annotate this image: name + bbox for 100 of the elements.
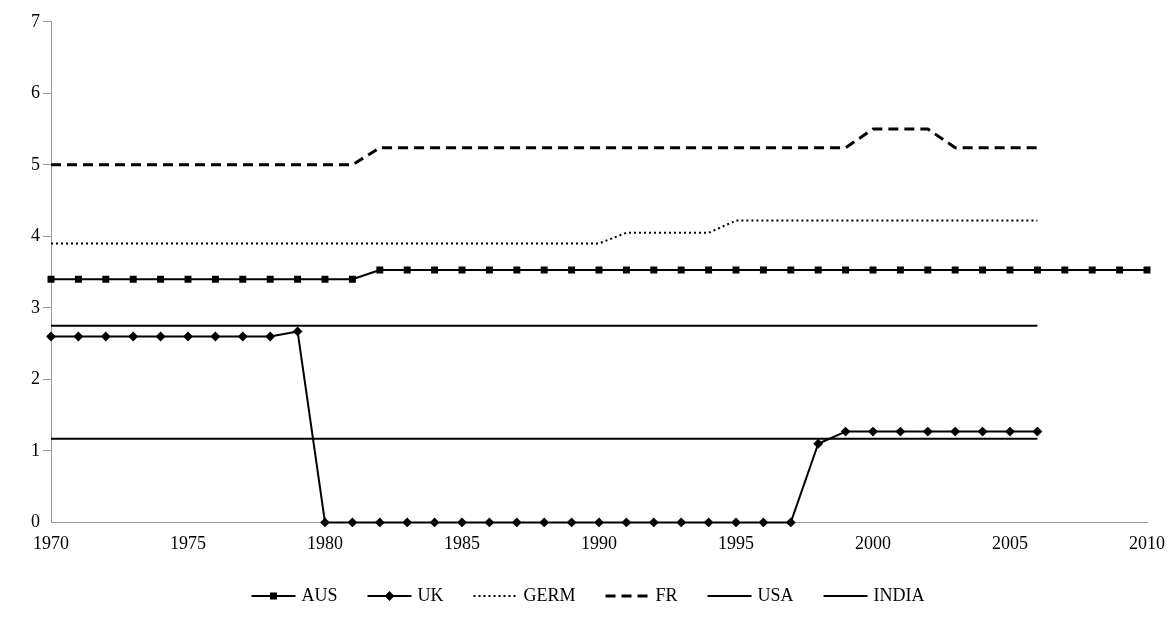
point: [457, 517, 467, 527]
point: [46, 331, 56, 341]
point: [1033, 266, 1041, 274]
point: [513, 266, 521, 274]
point: [759, 266, 767, 274]
point: [239, 275, 247, 283]
point: [73, 331, 83, 341]
point: [650, 266, 658, 274]
y-tick-label: 3: [31, 296, 40, 317]
point: [540, 266, 548, 274]
point: [842, 266, 850, 274]
point: [595, 266, 603, 274]
point: [539, 517, 549, 527]
legend-label: UK: [417, 584, 444, 605]
point: [731, 517, 741, 527]
point: [403, 266, 411, 274]
point: [704, 517, 714, 527]
legend-label: INDIA: [873, 584, 925, 605]
point: [568, 266, 576, 274]
point: [321, 275, 329, 283]
point: [157, 275, 165, 283]
point: [430, 517, 440, 527]
point: [431, 266, 439, 274]
point: [978, 427, 988, 437]
point: [786, 517, 796, 527]
x-tick-label: 2010: [1129, 532, 1165, 553]
x-tick-label: 1985: [444, 532, 480, 553]
x-tick-label: 1995: [718, 532, 754, 553]
point: [47, 275, 55, 283]
point: [594, 517, 604, 527]
y-tick-label: 4: [31, 225, 40, 246]
y-tick-label: 5: [31, 153, 40, 174]
point: [950, 427, 960, 437]
legend-label: AUS: [301, 584, 338, 605]
point: [841, 427, 851, 437]
point: [156, 331, 166, 341]
point: [265, 331, 275, 341]
point: [621, 517, 631, 527]
x-tick-label: 1980: [307, 532, 343, 553]
point: [732, 266, 740, 274]
point: [484, 517, 494, 527]
point: [869, 266, 877, 274]
point: [814, 266, 822, 274]
x-tick-label: 2005: [992, 532, 1028, 553]
point: [129, 275, 137, 283]
point: [74, 275, 82, 283]
point: [813, 439, 823, 449]
point: [1006, 266, 1014, 274]
point: [676, 517, 686, 527]
point: [320, 517, 330, 527]
x-tick-label: 1975: [170, 532, 206, 553]
point: [1088, 266, 1096, 274]
point: [979, 266, 987, 274]
point: [184, 275, 192, 283]
point: [210, 331, 220, 341]
point: [705, 266, 713, 274]
y-tick-label: 7: [31, 10, 40, 31]
point: [895, 427, 905, 437]
point: [787, 266, 795, 274]
legend-label: FR: [655, 584, 678, 605]
point: [347, 517, 357, 527]
point: [238, 331, 248, 341]
point: [951, 266, 959, 274]
point: [649, 517, 659, 527]
point: [567, 517, 577, 527]
x-tick-label: 2000: [855, 532, 891, 553]
point: [402, 517, 412, 527]
point: [211, 275, 219, 283]
legend-label: GERM: [523, 584, 576, 605]
point: [376, 266, 384, 274]
point: [1143, 266, 1151, 274]
y-tick-label: 1: [31, 439, 40, 460]
point: [101, 331, 111, 341]
y-tick-label: 0: [31, 511, 40, 532]
point: [348, 275, 356, 283]
point: [677, 266, 685, 274]
point: [1032, 427, 1042, 437]
point: [266, 275, 274, 283]
x-tick-label: 1970: [33, 532, 69, 553]
point: [758, 517, 768, 527]
legend-label: USA: [757, 584, 794, 605]
point: [128, 331, 138, 341]
y-tick-label: 6: [31, 82, 40, 103]
point: [924, 266, 932, 274]
y-tick-label: 2: [31, 368, 40, 389]
point: [622, 266, 630, 274]
point: [896, 266, 904, 274]
point: [512, 517, 522, 527]
point: [102, 275, 110, 283]
point: [458, 266, 466, 274]
point: [183, 331, 193, 341]
point: [485, 266, 493, 274]
point: [1116, 266, 1124, 274]
x-tick-label: 1990: [581, 532, 617, 553]
point: [868, 427, 878, 437]
point: [923, 427, 933, 437]
point: [375, 517, 385, 527]
point: [1005, 427, 1015, 437]
point: [1061, 266, 1069, 274]
point: [293, 326, 303, 336]
